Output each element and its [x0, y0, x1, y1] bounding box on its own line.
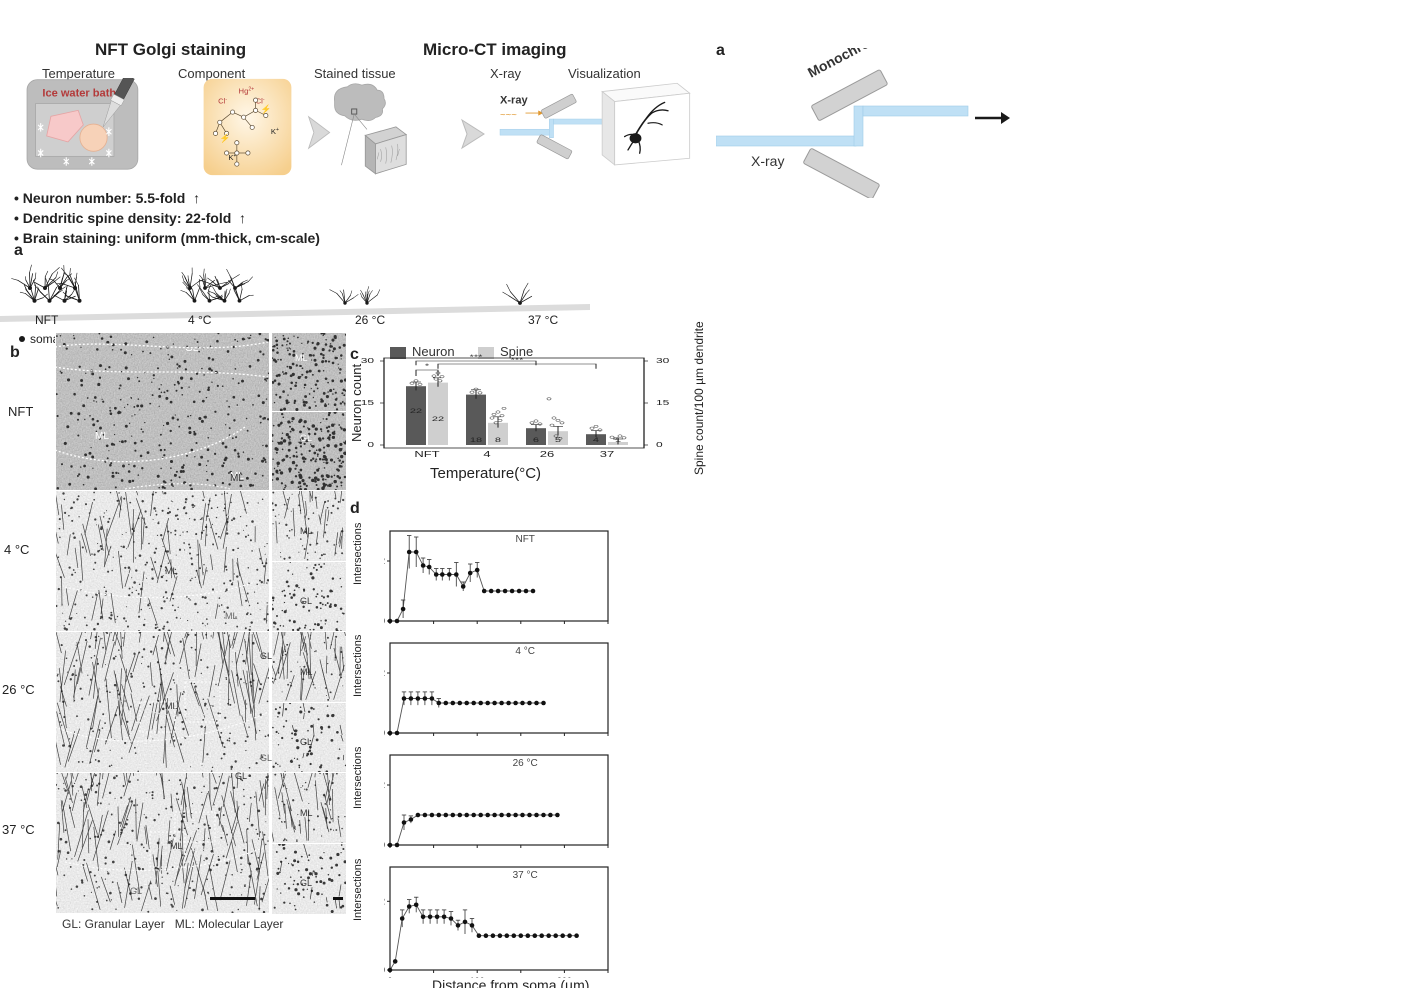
svg-text:NFT: NFT: [35, 313, 59, 327]
svg-text:0: 0: [367, 441, 374, 449]
svg-text:0: 0: [656, 441, 663, 449]
svg-text:Monochromator: Monochromator: [805, 48, 907, 81]
svg-text:2: 2: [384, 668, 385, 678]
svg-text:***: ***: [470, 353, 483, 360]
svg-text:26 °C: 26 °C: [355, 313, 385, 327]
svg-text:4: 4: [593, 436, 599, 443]
svg-text:*: *: [425, 362, 430, 369]
svg-text:~~~: ~~~: [500, 109, 517, 120]
svg-text:37 °C: 37 °C: [528, 313, 558, 327]
svg-text:Ice water bath: Ice water bath: [42, 88, 116, 100]
svg-text:30: 30: [656, 357, 670, 365]
svg-text:0: 0: [384, 728, 385, 738]
svg-text:37 °C: 37 °C: [513, 870, 538, 881]
svg-text:0: 0: [384, 965, 385, 975]
svg-text:37: 37: [600, 450, 615, 459]
svg-text:***: ***: [511, 356, 524, 363]
svg-text:18: 18: [470, 436, 482, 443]
svg-text:0: 0: [387, 976, 392, 978]
svg-text:X-ray: X-ray: [751, 153, 784, 169]
svg-text:2: 2: [384, 780, 385, 790]
svg-text:NFT: NFT: [515, 534, 534, 545]
svg-text:8: 8: [495, 436, 501, 443]
svg-text:15: 15: [656, 399, 670, 407]
svg-text:4 °C: 4 °C: [515, 646, 535, 657]
svg-text:0: 0: [384, 616, 385, 626]
svg-text:22: 22: [432, 415, 444, 422]
svg-text:4: 4: [483, 450, 490, 459]
svg-text:0: 0: [384, 840, 385, 850]
svg-text:X-ray: X-ray: [500, 95, 528, 107]
svg-text:26 °C: 26 °C: [513, 758, 538, 769]
svg-text:22: 22: [410, 407, 422, 414]
svg-text:NFT: NFT: [414, 450, 440, 459]
svg-text:6: 6: [533, 436, 539, 443]
svg-text:⚡: ⚡: [220, 133, 231, 144]
svg-text:2: 2: [384, 896, 385, 906]
svg-text:26: 26: [540, 450, 555, 459]
svg-text:4 °C: 4 °C: [188, 313, 212, 327]
svg-text:2: 2: [384, 556, 385, 566]
svg-text:⚡: ⚡: [261, 104, 272, 115]
